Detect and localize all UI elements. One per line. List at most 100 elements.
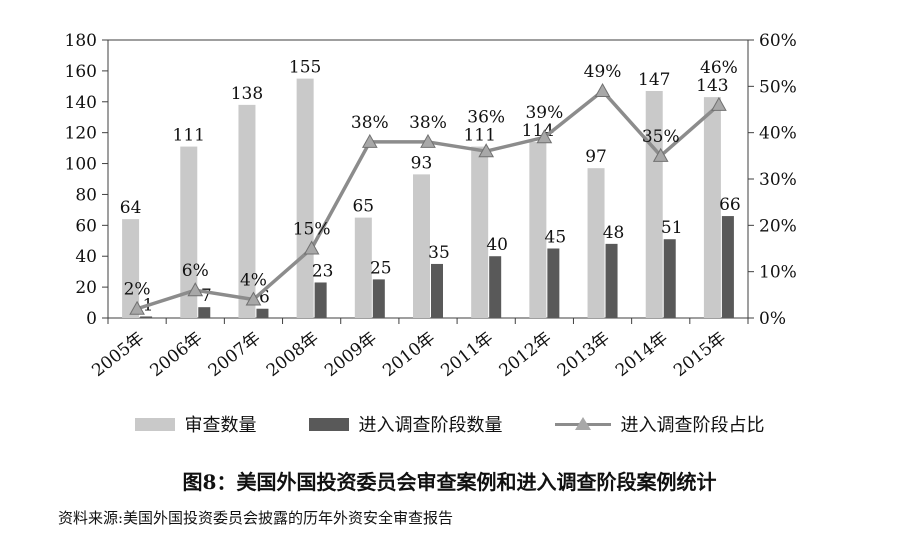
legend-swatch-review-bar-icon bbox=[134, 417, 175, 431]
ratio-value-label: 39% bbox=[525, 103, 563, 123]
bar-review-count bbox=[587, 168, 605, 318]
legend-item-investigation-count: 进入调查阶段数量 bbox=[308, 411, 503, 437]
legend-item-review-count: 审查数量 bbox=[134, 411, 257, 437]
triangle-marker-icon bbox=[245, 291, 262, 306]
triangle-marker-icon bbox=[478, 143, 495, 158]
left-axis-tick-label: 120 bbox=[65, 124, 97, 144]
bar-value-label: 23 bbox=[312, 261, 334, 281]
ratio-value-label: 35% bbox=[642, 127, 680, 147]
bar-review-count bbox=[180, 146, 198, 318]
bar-review-count bbox=[122, 219, 140, 318]
bar-value-label: 143 bbox=[696, 76, 728, 96]
x-category-label: 2012年 bbox=[496, 328, 556, 381]
bar-value-label: 66 bbox=[719, 195, 741, 215]
bar-value-label: 48 bbox=[603, 223, 625, 243]
bar-value-label: 7 bbox=[201, 286, 212, 306]
bar-investigation-count bbox=[663, 239, 676, 318]
bar-investigation-count bbox=[547, 248, 560, 318]
bar-value-label: 45 bbox=[545, 228, 567, 248]
bar-investigation-count bbox=[489, 256, 502, 318]
left-axis-tick-label: 80 bbox=[75, 185, 97, 205]
left-axis-tick-label: 0 bbox=[86, 309, 97, 329]
bar-investigation-count bbox=[198, 307, 211, 318]
x-category-label: 2005年 bbox=[88, 328, 148, 381]
ratio-value-label: 36% bbox=[467, 108, 505, 128]
legend-label-investigation-ratio: 进入调查阶段占比 bbox=[620, 415, 765, 436]
bar-value-label: 51 bbox=[661, 218, 683, 238]
bar-value-label: 147 bbox=[638, 70, 670, 90]
ratio-value-label: 6% bbox=[182, 261, 209, 281]
bar-value-label: 97 bbox=[585, 147, 607, 167]
ratio-value-label: 49% bbox=[584, 62, 622, 82]
left-axis-tick-label: 40 bbox=[75, 247, 97, 267]
bar-value-label: 64 bbox=[120, 198, 142, 218]
legend-label-review-count: 审查数量 bbox=[184, 415, 257, 436]
legend-swatch-investigation-bar-icon bbox=[308, 417, 349, 431]
bar-value-label: 111 bbox=[463, 126, 495, 146]
right-axis-tick-label: 10% bbox=[759, 263, 797, 283]
legend-item-investigation-ratio: 进入调查阶段占比 bbox=[554, 411, 765, 437]
triangle-marker-icon bbox=[711, 96, 727, 111]
bar-investigation-count bbox=[314, 282, 327, 318]
triangle-marker-icon bbox=[652, 147, 669, 162]
triangle-marker-icon bbox=[129, 300, 145, 315]
right-axis-tick-label: 50% bbox=[759, 77, 797, 97]
bar-value-label: 111 bbox=[173, 126, 205, 146]
right-axis-tick-label: 60% bbox=[759, 31, 797, 51]
figure-caption: 图8：美国外国投资委员会审查案例和进入调查阶段案例统计 bbox=[182, 470, 717, 494]
bar-value-label: 35 bbox=[428, 243, 450, 263]
bar-investigation-count bbox=[431, 263, 443, 318]
chart-legend: 审查数量 进入调查阶段数量 进入调查阶段占比 bbox=[0, 404, 899, 444]
bar-investigation-count bbox=[256, 308, 269, 318]
x-category-label: 2013年 bbox=[554, 328, 614, 381]
triangle-marker-icon bbox=[594, 82, 611, 97]
triangle-marker-icon bbox=[361, 133, 378, 148]
bar-value-label: 6 bbox=[259, 288, 270, 308]
bar-value-label: 155 bbox=[289, 58, 321, 78]
left-axis-tick-label: 160 bbox=[65, 62, 97, 82]
bar-value-label: 138 bbox=[231, 84, 263, 104]
x-category-label: 2015年 bbox=[670, 328, 730, 381]
x-category-label: 2006年 bbox=[147, 328, 207, 381]
combo-chart-canvas: 0 20 40 60 80 100 120 140 160 180 0% 10% 20% 30% 40% 50… bbox=[65, 31, 797, 381]
bar-review-count bbox=[354, 217, 372, 318]
ratio-value-label: 4% bbox=[240, 270, 267, 290]
bar-value-label: 40 bbox=[486, 235, 508, 255]
x-category-label: 2014年 bbox=[612, 328, 672, 381]
left-axis-tick-label: 20 bbox=[75, 278, 97, 298]
left-axis-tick-label: 140 bbox=[65, 93, 97, 113]
bar-value-label: 25 bbox=[370, 258, 392, 278]
figure-source: 资料来源:美国外国投资委员会披露的历年外资安全审查报告 bbox=[58, 509, 454, 527]
triangle-marker-icon bbox=[420, 133, 436, 148]
x-category-label: 2011年 bbox=[437, 328, 497, 381]
x-category-label: 2009年 bbox=[321, 328, 381, 381]
ratio-value-label: 2% bbox=[124, 280, 151, 300]
bar-review-count bbox=[296, 78, 314, 318]
bar-investigation-count bbox=[140, 316, 153, 318]
bar-review-count bbox=[529, 141, 547, 318]
ratio-value-label: 38% bbox=[351, 113, 389, 133]
right-axis-tick-label: 0% bbox=[759, 309, 786, 329]
ratio-value-label: 15% bbox=[293, 220, 331, 240]
bar-review-count bbox=[703, 97, 721, 319]
left-axis-tick-label: 180 bbox=[65, 31, 97, 51]
triangle-marker-icon bbox=[536, 129, 553, 144]
bar-review-count bbox=[413, 174, 430, 318]
right-axis-tick-label: 40% bbox=[759, 124, 797, 144]
x-category-label: 2007年 bbox=[205, 328, 265, 381]
triangle-marker-icon bbox=[187, 282, 204, 297]
right-axis-tick-label: 30% bbox=[759, 170, 797, 190]
ratio-value-label: 38% bbox=[409, 113, 447, 133]
right-axis-tick-label: 20% bbox=[759, 216, 797, 236]
bar-review-count bbox=[238, 104, 256, 318]
x-category-label: 2010年 bbox=[379, 328, 439, 381]
legend-swatch-ratio-line-icon bbox=[554, 416, 611, 432]
left-axis-tick-label: 60 bbox=[75, 216, 97, 236]
left-axis-tick-label: 100 bbox=[65, 155, 97, 175]
triangle-marker-icon bbox=[574, 417, 591, 430]
bar-investigation-count bbox=[605, 243, 618, 318]
bar-value-label: 93 bbox=[411, 153, 433, 173]
triangle-marker-icon bbox=[303, 240, 320, 255]
ratio-value-label: 46% bbox=[700, 58, 738, 78]
